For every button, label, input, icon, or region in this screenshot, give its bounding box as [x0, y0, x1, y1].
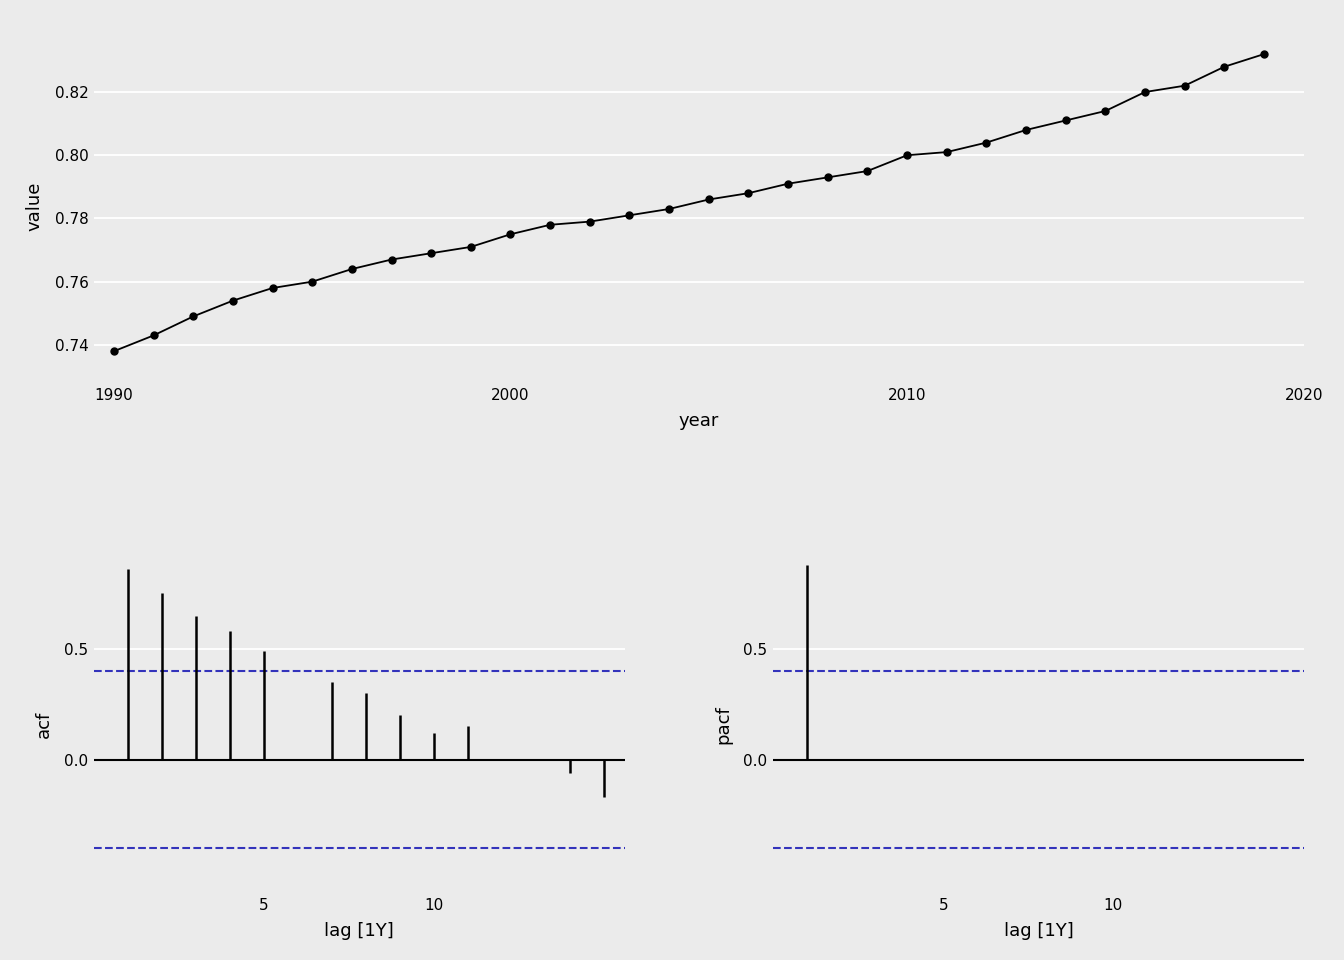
X-axis label: lag [1Y]: lag [1Y]: [324, 922, 394, 940]
Y-axis label: value: value: [26, 181, 43, 230]
Y-axis label: acf: acf: [35, 710, 54, 738]
Y-axis label: pacf: pacf: [715, 705, 732, 744]
X-axis label: lag [1Y]: lag [1Y]: [1004, 922, 1074, 940]
X-axis label: year: year: [679, 412, 719, 430]
